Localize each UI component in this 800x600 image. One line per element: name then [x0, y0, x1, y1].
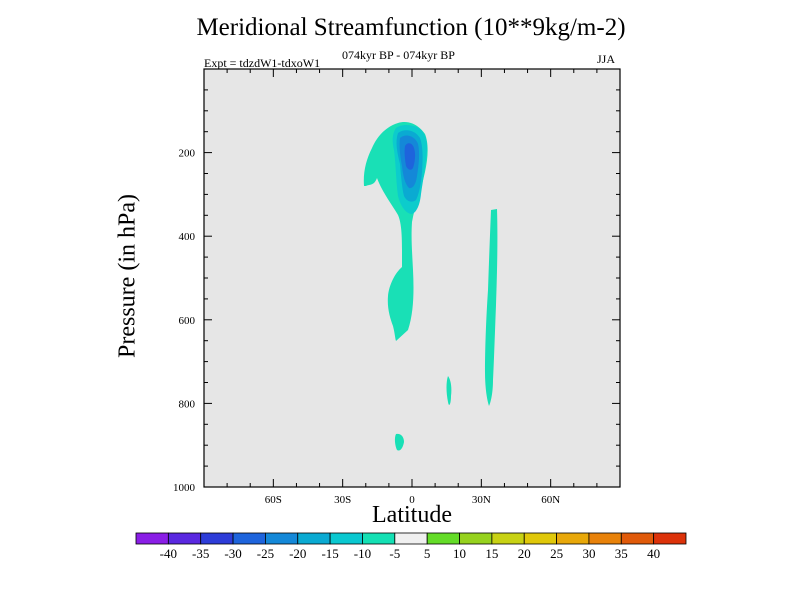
- colorbar-swatch: [329, 532, 363, 545]
- colorbar-label: -40: [160, 546, 177, 561]
- colorbar-swatch: [491, 532, 525, 545]
- season-label: JJA: [597, 52, 616, 66]
- contour-region-17n-patch: [446, 376, 452, 405]
- x-tick-label: 60N: [541, 494, 560, 506]
- contour-region-32n-column: [485, 209, 498, 406]
- contour-region-core-max: [404, 143, 416, 170]
- x-axis-ticks: 60S 30S 0 30N 60N: [226, 69, 598, 506]
- colorbar-swatch: [620, 532, 655, 545]
- colorbar: -40 -35 -30 -25 -20 -15 -10 -5 5 10 15 20 25 30 35 40: [135, 532, 687, 561]
- colorbar-swatch: [167, 532, 202, 545]
- colorbar-swatch: [556, 532, 590, 545]
- x-tick-label: 30N: [472, 494, 491, 506]
- colorbar-swatch: [200, 532, 234, 545]
- colorbar-label: 10: [453, 546, 466, 561]
- colorbar-swatch: [265, 532, 299, 545]
- colorbar-label: 20: [518, 546, 531, 561]
- x-axis-label: Latitude: [372, 502, 452, 528]
- colorbar-swatch: [588, 532, 622, 545]
- x-tick-label: 30S: [334, 494, 351, 506]
- colorbar-swatch: [523, 532, 557, 545]
- y-tick-label: 800: [179, 398, 196, 410]
- colorbar-swatch: [297, 532, 331, 545]
- colorbar-label: -25: [257, 546, 274, 561]
- colorbar-label: 15: [485, 546, 498, 561]
- contour-region-5s-patch: [394, 433, 404, 451]
- colorbar-label: 35: [615, 546, 628, 561]
- contour-fills: [363, 122, 498, 451]
- experiment-label: Expt = tdzdW1-tdxoW1: [204, 56, 321, 70]
- colorbar-label: -20: [289, 546, 306, 561]
- colorbar-label: -35: [192, 546, 209, 561]
- colorbar-label: -30: [224, 546, 241, 561]
- x-tick-label: 60S: [265, 494, 282, 506]
- colorbar-label: 30: [582, 546, 595, 561]
- colorbar-label: -10: [354, 546, 371, 561]
- colorbar-swatch: [394, 532, 428, 545]
- y-axis-ticks: 200 400 600 800 1000: [173, 89, 620, 494]
- y-tick-label: 200: [179, 148, 196, 160]
- colorbar-swatch: [426, 532, 460, 545]
- colorbar-swatch: [653, 532, 687, 545]
- colorbar-swatch: [362, 532, 396, 545]
- y-tick-label: 1000: [173, 482, 196, 494]
- period-label: 074kyr BP - 074kyr BP: [342, 48, 455, 62]
- colorbar-label: 5: [424, 546, 431, 561]
- y-tick-label: 600: [179, 315, 196, 327]
- colorbar-swatch: [459, 532, 493, 545]
- colorbar-label: -15: [321, 546, 338, 561]
- colorbar-label: -5: [389, 546, 400, 561]
- chart-title: Meridional Streamfunction (10**9kg/m-2): [196, 14, 626, 41]
- colorbar-label: 40: [647, 546, 660, 561]
- colorbar-swatch: [232, 532, 266, 545]
- colorbar-label: 25: [550, 546, 563, 561]
- colorbar-swatch: [135, 532, 169, 545]
- x-tick-label: 0: [409, 494, 415, 506]
- y-tick-label: 400: [179, 231, 196, 243]
